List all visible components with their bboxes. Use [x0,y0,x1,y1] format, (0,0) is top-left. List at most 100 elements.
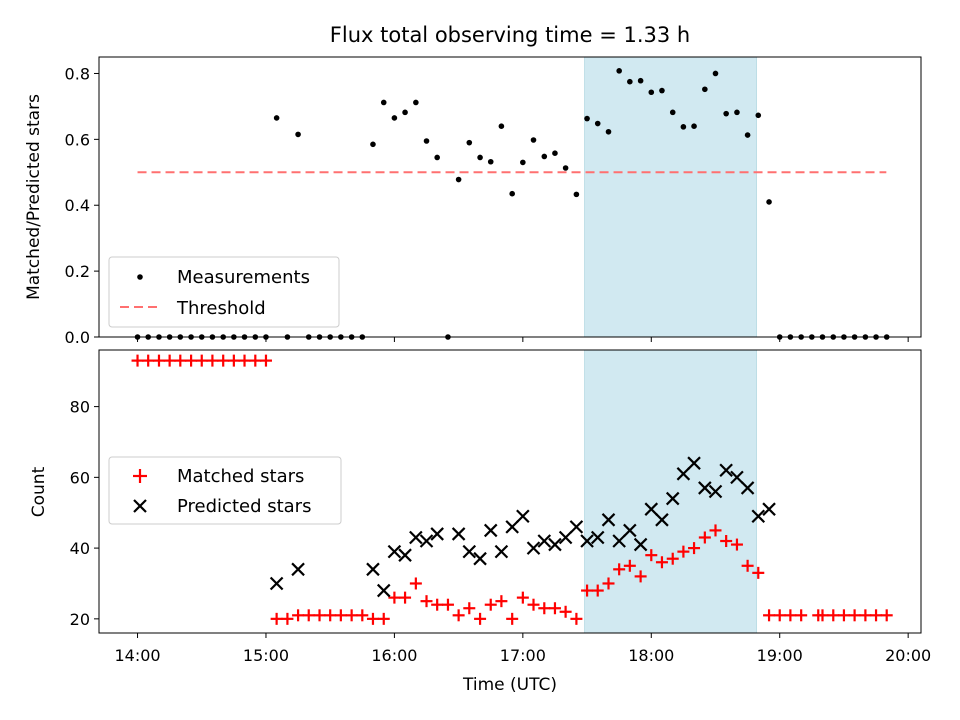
matched-star-point [570,612,583,625]
predicted-star-point [537,534,552,548]
measurement-point [552,150,558,156]
predicted-star-point [494,544,509,559]
predicted-star-point [462,544,477,559]
measurement-point [370,141,376,148]
matched-star-point [302,609,315,622]
x-tick-label: 17:00 [500,646,546,665]
matched-star-point [281,612,294,625]
top-y-tick-label: 0.0 [65,328,90,347]
measurement-point [562,165,569,171]
bottom-plot-frame [98,349,922,634]
measurement-point [584,115,590,122]
measurement-point [723,110,729,117]
measurement-point [712,70,719,77]
measurement-point [755,112,762,119]
predicted-star-point [751,509,766,524]
matched-star-point [688,542,701,555]
measurement-point [702,86,708,93]
bottom-y-tick-label: 80 [70,398,90,417]
predicted-star-point [451,527,466,541]
predicted-star-point [687,456,701,470]
matched-star-point [837,609,850,622]
predicted-star-point [580,534,594,548]
measurements-legend-label: Measurements [177,267,310,288]
matched-star-point [613,563,626,576]
matched-star-point [463,602,476,615]
matched-star-point [152,354,165,367]
bottom-y-tick-label: 20 [70,610,90,629]
top-y-tick-label: 0.6 [65,130,90,149]
matched-star-point [163,354,176,367]
measurement-point [669,109,676,116]
matched-star-point [206,354,219,367]
predicted-star-point [601,513,616,527]
predicted-star-point [655,513,669,527]
matched-star-point [548,602,561,615]
predicted-star-point [698,481,712,495]
predicted-star-point [366,562,380,577]
measurement-point [573,191,580,198]
top-y-axis-label: Matched/Predicted stars [24,94,44,300]
matched-stars-legend-label: Matched stars [177,466,304,487]
bottom-x-ticks: 14:00 15:00 16:00 17:00 18:00 19:00 20:00 [114,633,931,665]
bottom-y-ticks: 20 40 60 80 [70,398,99,629]
matched-star-point [752,566,765,579]
matched-star-point [409,577,422,590]
x-tick-label: 15:00 [243,646,289,665]
top-legend: Measurements Threshold [108,256,340,328]
matched-stars-points [131,354,893,625]
predicted-star-point [740,481,755,495]
measurement-point [498,123,505,129]
predicted-star-point [644,502,659,516]
matched-star-point [698,531,711,544]
predicted-star-point [505,520,519,534]
matched-star-point [366,612,379,625]
measurement-point [594,120,601,127]
top-y-tick-label: 0.2 [65,262,90,281]
predicted-star-point [409,530,423,545]
predicted-star-point [473,551,487,566]
bottom-y-axis-label: Count [29,466,49,517]
measurement-point [680,124,687,130]
matched-star-point [655,556,668,569]
top-highlight-span [584,56,758,338]
top-plot-frame [98,56,922,338]
predicted-star-point [569,520,584,534]
matched-star-point [185,354,198,367]
matched-star-point [880,609,893,622]
matched-star-point [249,354,262,367]
matched-star-point [484,598,497,611]
matched-star-point [441,598,454,611]
measurement-point [423,138,430,144]
measurement-point [530,137,537,143]
matched-star-point [848,609,861,622]
measurement-point [616,68,622,74]
measurement-point [509,190,515,197]
predicted-star-point [398,548,412,562]
matched-star-point [195,354,208,367]
measurement-point [273,115,280,121]
matched-star-point [795,609,808,622]
matched-star-point [827,609,840,622]
top-y-tick-label: 0.4 [65,196,90,215]
matched-star-point [495,595,508,608]
top-panel: 0.00.20.40.60.8 Matched/Predicted stars … [24,56,922,347]
matched-star-point [270,612,283,625]
matched-star-point [559,605,572,618]
predicted-star-point [730,470,744,485]
matched-star-point [870,609,883,622]
matched-star-point [709,524,722,537]
matched-star-point [516,591,529,604]
matched-star-point [591,584,604,597]
predicted-stars-legend-marker [133,499,147,513]
matched-star-point [720,535,733,548]
predicted-star-point [526,541,541,555]
predicted-star-point [387,544,402,559]
predicted-star-point [269,576,284,591]
predicted-star-point [483,523,498,538]
predicted-stars-legend-label: Predicted stars [177,496,311,517]
bottom-y-tick-label: 60 [70,468,90,487]
matched-star-point [131,354,144,367]
x-tick-label: 14:00 [114,646,160,665]
x-tick-label: 16:00 [371,646,417,665]
